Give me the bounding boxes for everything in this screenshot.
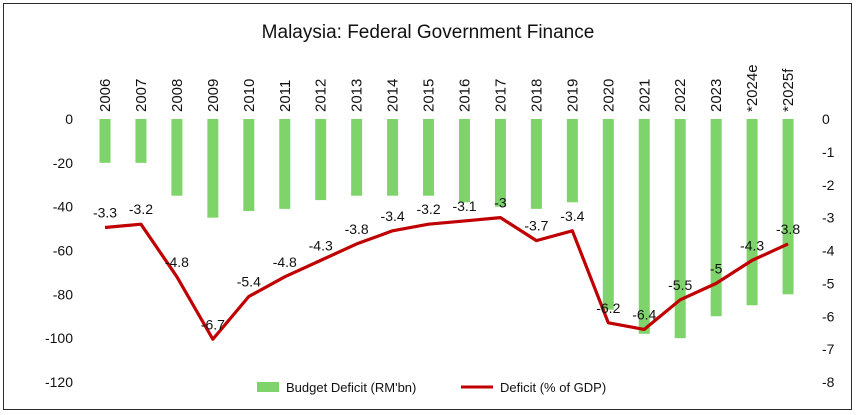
deficit-gdp-data-label: -6.2 bbox=[596, 300, 620, 316]
budget-deficit-bar bbox=[638, 119, 650, 334]
deficit-gdp-data-label: -3.2 bbox=[416, 201, 440, 217]
year-label: 2021 bbox=[636, 79, 653, 112]
year-label: 2017 bbox=[492, 79, 509, 112]
deficit-gdp-data-label: -3.1 bbox=[452, 198, 476, 214]
year-label: 2019 bbox=[564, 79, 581, 112]
left-tick-label: -120 bbox=[45, 374, 73, 390]
budget-deficit-bar bbox=[99, 119, 111, 163]
legend: Budget Deficit (RM'bn) Deficit (% of GDP… bbox=[257, 380, 606, 395]
deficit-gdp-data-label: -3.8 bbox=[345, 221, 369, 237]
deficit-gdp-data-label: -5.4 bbox=[237, 274, 261, 290]
right-tick-label: -6 bbox=[822, 308, 835, 324]
year-label: 2012 bbox=[313, 79, 330, 112]
budget-deficit-bar bbox=[494, 119, 506, 207]
deficit-gdp-data-label: -5 bbox=[710, 260, 723, 276]
deficit-gdp-data-label: -4.8 bbox=[273, 254, 297, 270]
budget-deficit-bar bbox=[602, 119, 614, 310]
deficit-gdp-data-label: -3.2 bbox=[129, 201, 153, 217]
left-tick-label: 0 bbox=[65, 111, 73, 127]
legend-label-bar: Budget Deficit (RM'bn) bbox=[286, 380, 416, 395]
left-tick-label: -20 bbox=[53, 155, 73, 171]
year-label: 2020 bbox=[600, 79, 617, 112]
budget-deficit-bar bbox=[243, 119, 255, 212]
year-label: 2009 bbox=[205, 79, 222, 112]
budget-deficit-bar bbox=[674, 119, 686, 339]
deficit-gdp-data-label: -3.4 bbox=[560, 208, 584, 224]
budget-deficit-bar bbox=[279, 119, 291, 209]
left-tick-label: -100 bbox=[45, 330, 73, 346]
left-tick-label: -40 bbox=[53, 199, 73, 215]
budget-deficit-bar bbox=[782, 119, 794, 295]
deficit-gdp-data-label: -3.8 bbox=[776, 221, 800, 237]
deficit-gdp-data-label: -6.7 bbox=[201, 316, 225, 332]
year-label: 2010 bbox=[241, 79, 258, 112]
left-tick-label: -80 bbox=[53, 286, 73, 302]
right-tick-label: -1 bbox=[822, 144, 835, 160]
line-series bbox=[104, 216, 789, 341]
year-label: *2025f bbox=[780, 68, 797, 112]
budget-deficit-bar bbox=[423, 119, 435, 196]
right-tick-label: -2 bbox=[822, 177, 835, 193]
right-tick-label: -4 bbox=[822, 243, 835, 259]
year-label: 2006 bbox=[97, 79, 114, 112]
year-label: 2008 bbox=[169, 79, 186, 112]
left-axis-ticks: 0 -20 -40 -60 -80 -100 -120 bbox=[45, 111, 73, 390]
year-label: 2014 bbox=[385, 79, 402, 112]
right-tick-label: -3 bbox=[822, 210, 835, 226]
budget-deficit-bar bbox=[315, 119, 327, 201]
right-tick-label: -5 bbox=[822, 275, 835, 291]
year-label: 2018 bbox=[528, 79, 545, 112]
right-tick-label: -7 bbox=[822, 341, 835, 357]
legend-label-line: Deficit (% of GDP) bbox=[500, 380, 606, 395]
deficit-gdp-data-label: -4.8 bbox=[165, 254, 189, 270]
deficit-gdp-data-label: -3.3 bbox=[93, 204, 117, 220]
deficit-gdp-data-label: -6.4 bbox=[632, 306, 656, 322]
year-label: 2016 bbox=[457, 79, 474, 112]
right-tick-label: -8 bbox=[822, 374, 835, 390]
year-label: *2024e bbox=[744, 64, 761, 112]
year-label: 2023 bbox=[708, 79, 725, 112]
deficit-gdp-data-label: -4.3 bbox=[740, 237, 764, 253]
budget-deficit-bar bbox=[207, 119, 219, 218]
budget-deficit-bar bbox=[746, 119, 758, 306]
right-tick-label: 0 bbox=[822, 111, 830, 127]
budget-deficit-bar bbox=[530, 119, 542, 209]
legend-swatch-bar bbox=[257, 382, 279, 392]
year-label: 2015 bbox=[421, 79, 438, 112]
budget-deficit-bar bbox=[171, 119, 183, 196]
chart-frame bbox=[3, 3, 852, 410]
budget-deficit-bar bbox=[710, 119, 722, 317]
deficit-gdp-line bbox=[104, 216, 789, 341]
year-label: 2022 bbox=[672, 79, 689, 112]
left-tick-label: -60 bbox=[53, 243, 73, 259]
data-labels: -3.3 -3.2 -4.8 -6.7 -5.4 -4.8 -4.3 -3.8 -3.4 -3.2… bbox=[93, 195, 800, 333]
right-axis-ticks: 0 -1 -2 -3 -4 -5 -6 -7 -8 bbox=[822, 111, 835, 390]
year-label: 2013 bbox=[349, 79, 366, 112]
year-label: 2011 bbox=[277, 80, 294, 112]
year-labels: 2006 2007 2008 2009 2010 2011 2012 2013 2014 2015… bbox=[97, 64, 797, 112]
budget-deficit-bar bbox=[351, 119, 363, 196]
deficit-gdp-data-label: -4.3 bbox=[309, 237, 333, 253]
deficit-gdp-data-label: -3.7 bbox=[524, 218, 548, 234]
year-label: 2007 bbox=[133, 79, 150, 112]
budget-deficit-bar bbox=[566, 119, 578, 203]
bar-series bbox=[99, 119, 794, 339]
deficit-gdp-data-label: -5.5 bbox=[668, 277, 692, 293]
chart-title: Malaysia: Federal Government Finance bbox=[262, 22, 595, 43]
budget-deficit-bar bbox=[459, 119, 470, 203]
budget-deficit-bar bbox=[135, 119, 147, 163]
budget-deficit-bar bbox=[387, 119, 399, 196]
deficit-gdp-data-label: -3 bbox=[494, 195, 507, 211]
deficit-gdp-data-label: -3.4 bbox=[381, 208, 405, 224]
